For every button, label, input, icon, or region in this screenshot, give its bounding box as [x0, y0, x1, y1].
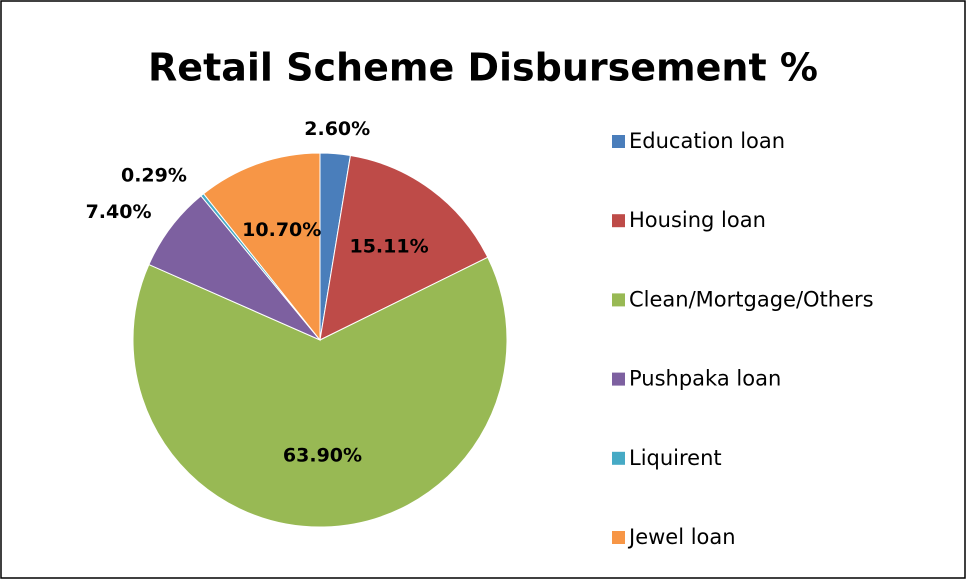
data-label: 2.60% [304, 118, 370, 140]
legend-label: Clean/Mortgage/Others [629, 287, 874, 311]
legend-swatch [612, 531, 625, 544]
pie-slice [132, 256, 508, 528]
legend-swatch [612, 293, 625, 307]
legend-label: Pushpaka loan [629, 367, 781, 391]
chart-title: Retail Scheme Disbursement % [148, 46, 818, 90]
data-label: 7.40% [86, 201, 152, 223]
legend-label: Jewel loan [627, 525, 736, 549]
legend-swatch [612, 214, 625, 228]
legend-label: Liquirent [629, 446, 722, 470]
data-label: 0.29% [121, 164, 187, 186]
data-label: 10.70% [242, 219, 321, 241]
legend-swatch [612, 451, 625, 465]
pie-slice [202, 152, 321, 342]
data-label: 15.11% [349, 235, 428, 257]
legend-swatch [612, 135, 625, 148]
legend-label: Education loan [629, 129, 785, 153]
legend-label: Housing loan [629, 208, 766, 232]
data-label: 63.90% [283, 444, 362, 466]
pie-slice [319, 154, 489, 341]
legend-swatch [612, 372, 625, 386]
